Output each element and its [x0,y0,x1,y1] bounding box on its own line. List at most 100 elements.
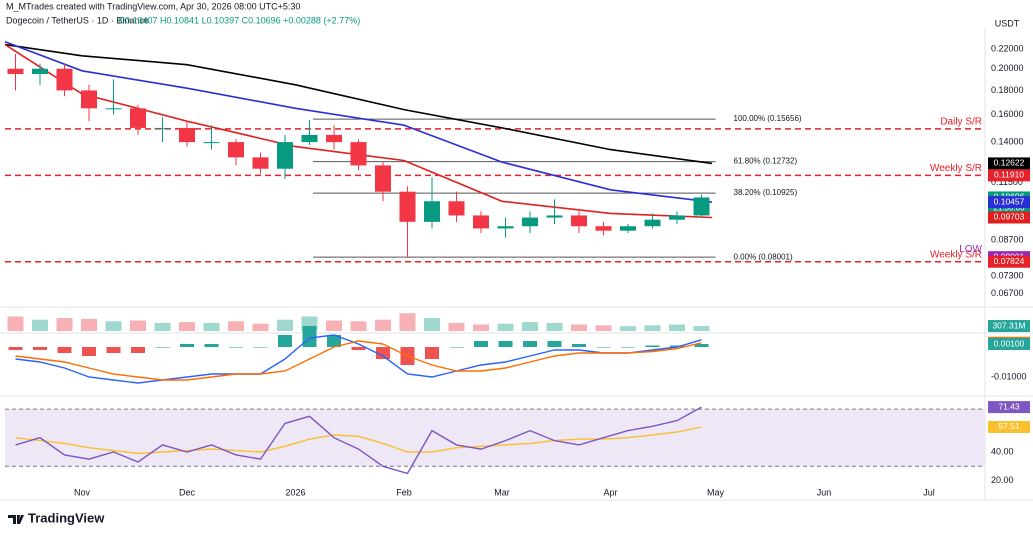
volume-bar [32,319,48,331]
volume-bar [522,322,538,331]
signal-line [15,340,702,381]
logo [8,515,24,524]
volume-bar [424,318,440,331]
credit: M_MTrades created with TradingView.com, … [6,1,300,11]
volume-bar [693,326,710,331]
volume-bar [375,319,391,331]
price-tag [988,401,1030,414]
x-tick-label: Feb [396,487,412,497]
price-tag-label: 57.51 [998,421,1020,431]
candle-body [277,142,293,169]
y-tick-label: 0.06700 [991,288,1024,298]
symbol: Dogecoin / TetherUS · 1D · Binance [6,15,149,25]
y-axis-title: USDT [995,18,1020,28]
volume-bar [546,322,563,331]
ohlc: O0.10407 H0.10841 L0.10397 C0.10696 +0.0… [118,15,360,25]
candle-body [473,215,489,229]
volume-bar [350,321,367,331]
candle-body [32,68,48,74]
y-tick-label: 0.14000 [991,136,1024,146]
candle-body [522,217,538,227]
macd-histogram [8,347,23,350]
volume-bar [644,325,661,331]
volume-bar [105,321,122,331]
candle-body [546,215,563,218]
macd-histogram [449,347,464,348]
fib-label: 0.00% (0.08001) [734,252,793,261]
y-tick-label: 40.00 [991,446,1014,456]
candle-body [228,142,244,158]
x-tick-label: 2026 [285,487,305,497]
macd-histogram [33,347,47,350]
candle-body [81,90,97,109]
price-tag-label: 0.09703 [994,212,1025,222]
moving-average [4,43,713,219]
macd-histogram [547,341,562,347]
price-tag-label: 0.10457 [994,196,1025,206]
low-label: LOW [959,244,982,255]
y-tick-label: 20.00 [991,475,1014,485]
price-tag-label: 0.00100 [994,338,1025,348]
volume-bar [7,316,24,331]
candle-body [644,219,661,227]
x-tick-label: Mar [494,487,510,497]
y-tick-label: 0.11500 [991,177,1023,187]
sr-label: Weekly S/R [930,163,982,174]
candle-body [105,108,122,110]
candle-body [350,142,367,166]
candle-body [154,127,171,129]
volume-bar [130,320,146,331]
macd-histogram [498,341,513,347]
rsi-ma-line [15,426,702,455]
macd-histogram [474,341,488,347]
y-tick-label: 0.20000 [991,63,1024,73]
fib-label: 38.20% (0.10925) [734,188,798,197]
candle-body [130,108,146,128]
macd-histogram [376,347,390,359]
candle-body [7,68,24,74]
macd-histogram [229,347,243,348]
macd-histogram [204,344,219,347]
volume-bar [252,323,269,331]
price-tag [988,169,1030,182]
macd-histogram [82,347,96,356]
macd-histogram [621,347,635,348]
fib-label: 61.80% (0.12732) [734,157,798,166]
rsi-band [5,409,985,467]
y-tick-label: 0.16000 [991,109,1024,119]
volume-bar [448,322,465,331]
volume-bar [399,313,416,331]
volume-bar [669,324,685,331]
volume-bar [56,318,73,331]
price-tag [988,196,1030,209]
volume-bar [277,319,293,331]
candle-body [693,197,710,216]
x-tick-label: Jul [923,487,935,497]
sr-label: Daily S/R [940,117,982,128]
price-tag [988,255,1030,268]
macd-histogram [302,326,317,347]
macd-histogram [694,344,709,347]
volume-bar [497,323,514,331]
sr-label: Weekly S/R [930,249,982,260]
rsi-line [15,406,702,475]
macd-histogram [106,347,121,353]
volume-bar [228,321,244,331]
price-tag [988,203,1030,214]
price-tag [988,320,1030,333]
x-tick-label: Dec [179,487,196,497]
candle-body [326,134,342,143]
price-tag-label: 0.12622 [994,158,1025,168]
macd-histogram [327,335,341,347]
candle-body [595,226,612,231]
macd-histogram [155,347,170,348]
price-tag [988,338,1030,350]
volume-bar [179,322,195,331]
volume-bar [571,324,587,331]
candle-body [301,134,318,143]
macd-histogram [253,347,268,348]
x-tick-label: Apr [603,487,617,497]
candle-body [424,201,440,222]
volume-bar [595,325,612,331]
